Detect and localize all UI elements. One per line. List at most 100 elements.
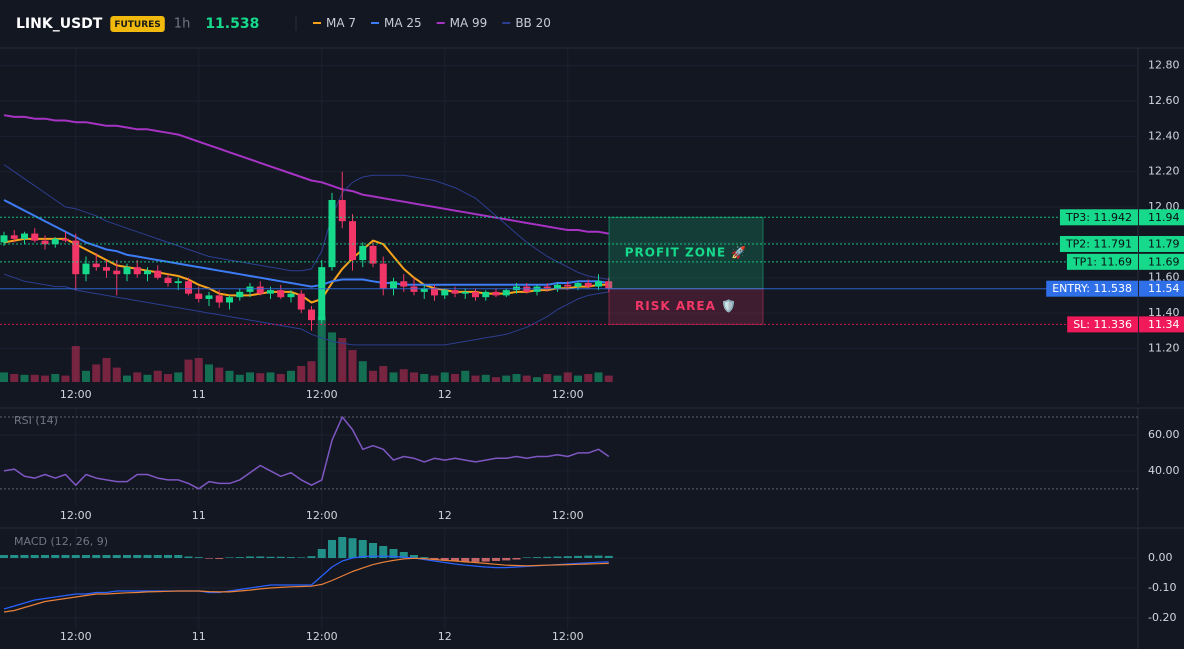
level-label: TP2: 11.791	[1065, 237, 1132, 250]
histogram-bar	[389, 549, 398, 558]
volume-bar	[164, 374, 172, 382]
candle-body	[554, 284, 561, 289]
candle-body	[390, 281, 397, 289]
histogram-bar	[61, 555, 70, 558]
histogram-bar	[522, 557, 531, 558]
x-tick-label: 12:00	[306, 630, 338, 643]
candle-body	[400, 281, 408, 287]
legend-label: MA 7	[326, 16, 356, 30]
volume-bar	[276, 374, 285, 382]
candle-body	[226, 297, 233, 303]
candle-body	[472, 291, 479, 298]
volume-bar	[41, 375, 49, 382]
volume-bar	[440, 372, 449, 382]
volume-bar	[20, 374, 29, 382]
volume-bar	[522, 375, 531, 382]
candle-body	[31, 233, 39, 241]
rsi-line	[3, 416, 610, 490]
histogram-bar	[563, 556, 572, 558]
level-label-background	[1059, 235, 1138, 252]
x-tick-label: 11	[192, 509, 206, 522]
candle-body	[256, 286, 264, 294]
zone-label: RISK AREA 🛡️	[635, 299, 737, 313]
candle-body	[51, 238, 59, 245]
candle-body	[328, 199, 336, 268]
candle-body	[410, 286, 418, 292]
axis-label-background	[1139, 235, 1184, 252]
histogram-bar	[276, 556, 285, 558]
x-tick-label: 12	[438, 630, 452, 643]
volume-bar	[235, 374, 244, 382]
volume-bar	[451, 374, 459, 382]
histogram-bar	[369, 543, 377, 558]
badge-background	[110, 16, 165, 32]
histogram-bar	[533, 557, 541, 558]
candle-body	[72, 240, 80, 275]
histogram-bar	[512, 558, 521, 560]
legend-label: BB 20	[515, 16, 551, 30]
histogram-bar	[246, 556, 254, 558]
x-tick-label: 12:00	[306, 388, 338, 401]
volume-bar	[389, 372, 398, 382]
y-tick-label: -0.10	[1148, 581, 1176, 594]
volume-bar	[410, 372, 418, 382]
volume-bar	[594, 372, 603, 382]
candle-body	[154, 270, 162, 278]
axis-label-background	[1139, 280, 1184, 297]
histogram-bar	[215, 558, 224, 559]
interval: 1h	[174, 17, 191, 32]
volume-bar	[194, 358, 203, 382]
candle-body	[543, 286, 551, 289]
histogram-bar	[71, 555, 80, 558]
histogram-bar	[328, 540, 336, 558]
volume-bar	[420, 374, 429, 382]
candle-body	[164, 277, 172, 284]
last-price: 11.538	[205, 16, 259, 32]
candle-body	[185, 281, 192, 294]
level-label-background	[1067, 316, 1138, 333]
volume-bar	[71, 346, 80, 382]
level-label: TP3: 11.942	[1065, 211, 1132, 224]
volume-bar	[604, 375, 613, 382]
histogram-bar	[92, 555, 101, 558]
axis-label-background	[1139, 316, 1184, 333]
volume-bar	[61, 375, 70, 382]
histogram-bar	[348, 538, 357, 558]
candle-body	[267, 290, 274, 294]
candle-body	[595, 281, 602, 287]
volume-bar	[533, 377, 541, 382]
candle-body	[195, 293, 203, 299]
y-tick-label: 0.00	[1148, 551, 1173, 564]
volume-bar	[215, 367, 224, 382]
level-label-background	[1066, 253, 1138, 270]
histogram-bar	[287, 557, 295, 558]
y-tick-label: 12.20	[1148, 165, 1180, 178]
y-tick-label: 40.00	[1148, 464, 1180, 477]
histogram-bar	[225, 557, 234, 558]
pane-title: RSI (14)	[14, 414, 58, 427]
histogram-bar	[143, 555, 152, 558]
level-label-background	[1059, 209, 1138, 226]
candle-body	[523, 286, 531, 292]
histogram-bar	[574, 555, 582, 558]
volume-bar	[574, 375, 582, 382]
volume-bar	[317, 316, 326, 382]
volume-bar	[10, 374, 19, 382]
x-tick-label: 12:00	[60, 509, 92, 522]
y-tick-label: 12.80	[1148, 59, 1180, 72]
candle-body	[144, 270, 151, 275]
volume-bar	[379, 366, 388, 382]
histogram-bar	[553, 556, 562, 558]
volume-bar	[287, 370, 295, 382]
histogram-bar	[492, 558, 500, 561]
histogram-bar	[20, 555, 29, 558]
histogram-bar	[174, 555, 183, 558]
candle-body	[482, 291, 490, 298]
candle-body	[318, 267, 326, 321]
legend-label: MA 25	[384, 16, 422, 30]
volume-bar	[184, 359, 193, 382]
candle-body	[369, 245, 377, 264]
zone	[608, 288, 764, 325]
volume-bar	[543, 374, 552, 382]
volume-bar	[348, 350, 357, 382]
